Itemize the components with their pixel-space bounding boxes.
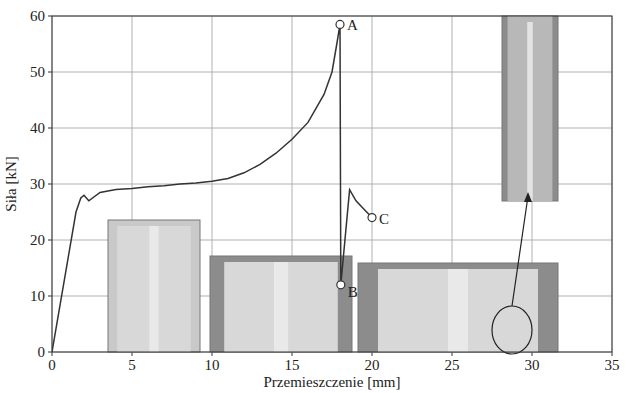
tick-mark (292, 352, 293, 356)
photo-specimen (224, 262, 338, 352)
tick-mark (48, 184, 52, 185)
tick-mark (212, 352, 213, 356)
x-tick-label: 20 (365, 357, 380, 373)
photo-inset (502, 16, 558, 201)
y-tick-label: 30 (30, 176, 45, 192)
annotation-label: B (348, 284, 358, 300)
tick-mark (48, 352, 52, 353)
photo-inset (210, 256, 352, 352)
photo-frame (502, 16, 558, 201)
plot-frame (52, 16, 612, 352)
tick-mark (532, 352, 533, 356)
tick-mark (132, 352, 133, 356)
tick-mark (612, 352, 613, 356)
tick-mark (48, 296, 52, 297)
photo-frame (358, 263, 558, 352)
x-tick-label: 0 (48, 357, 56, 373)
y-tick-label: 50 (30, 64, 45, 80)
photo-strip (527, 22, 533, 201)
photo-strip (274, 262, 288, 352)
photo-specimen (508, 16, 553, 201)
tick-mark (372, 352, 373, 356)
y-axis-title: Siła [kN] (3, 156, 19, 211)
tick-mark (48, 16, 52, 17)
tick-mark (48, 72, 52, 73)
photo-specimen (378, 269, 538, 352)
tick-mark (452, 352, 453, 356)
tick-mark (48, 240, 52, 241)
x-tick-label: 35 (605, 357, 620, 373)
x-axis-title: Przemieszczenie [mm] (263, 374, 400, 390)
chart: 0 5 10 15 20 25 30 35 0 10 20 30 40 50 60 A B C Przemieszc… (0, 0, 626, 393)
photo-strip (149, 226, 158, 352)
data-group (52, 20, 376, 352)
annotation-marker (368, 214, 376, 222)
x-tick-label: 10 (205, 357, 220, 373)
photo-frame (108, 220, 200, 352)
y-tick-label: 40 (30, 120, 45, 136)
tick-mark (52, 352, 53, 356)
y-tick-label: 20 (30, 232, 45, 248)
highlight-ellipse (492, 306, 532, 354)
photo-inset (358, 263, 558, 352)
annotation-label: A (347, 17, 358, 33)
photo-strip (448, 269, 468, 352)
annotation-label: C (379, 211, 389, 227)
annotation-marker (336, 20, 344, 28)
photo-specimen (117, 226, 191, 352)
y-tick-label: 10 (30, 288, 45, 304)
y-tick-label: 0 (38, 344, 46, 360)
tick-mark (48, 128, 52, 129)
y-tick-label: 60 (30, 8, 45, 24)
x-tick-label: 15 (285, 357, 300, 373)
page: {"chart_data": {"type": "line", "x_label… (0, 0, 626, 393)
x-tick-label: 25 (445, 357, 460, 373)
annotation-marker (337, 281, 345, 289)
x-tick-label: 30 (525, 357, 540, 373)
photo-frame (210, 256, 352, 352)
photo-inset (108, 220, 200, 352)
force-curve (52, 24, 372, 352)
arrow-line (512, 196, 528, 306)
arrow-head (524, 192, 532, 202)
x-tick-label: 5 (128, 357, 136, 373)
